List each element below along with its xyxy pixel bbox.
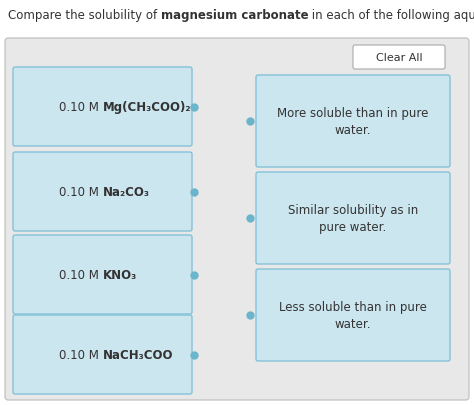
Text: 0.10 M: 0.10 M [59, 348, 102, 361]
Text: 0.10 M: 0.10 M [59, 269, 102, 281]
Text: Compare the solubility of: Compare the solubility of [8, 9, 161, 22]
FancyBboxPatch shape [13, 235, 192, 314]
FancyBboxPatch shape [256, 269, 450, 361]
Text: Less soluble than in pure
water.: Less soluble than in pure water. [279, 300, 427, 330]
Text: NaCH₃COO: NaCH₃COO [102, 348, 173, 361]
FancyBboxPatch shape [13, 315, 192, 394]
Text: in each of the following aqueous solutions:: in each of the following aqueous solutio… [309, 9, 474, 22]
Text: More soluble than in pure
water.: More soluble than in pure water. [277, 107, 428, 136]
FancyBboxPatch shape [256, 173, 450, 264]
Text: magnesium carbonate: magnesium carbonate [161, 9, 309, 22]
Text: Similar solubility as in
pure water.: Similar solubility as in pure water. [288, 203, 418, 233]
Text: 0.10 M: 0.10 M [59, 185, 102, 198]
Text: Na₂CO₃: Na₂CO₃ [102, 185, 149, 198]
Text: 0.10 M: 0.10 M [59, 101, 102, 114]
Text: Clear All: Clear All [376, 53, 422, 63]
Text: KNO₃: KNO₃ [102, 269, 137, 281]
FancyBboxPatch shape [353, 46, 445, 70]
FancyBboxPatch shape [5, 39, 469, 400]
FancyBboxPatch shape [256, 76, 450, 168]
FancyBboxPatch shape [13, 153, 192, 231]
FancyBboxPatch shape [13, 68, 192, 147]
Text: Mg(CH₃COO)₂: Mg(CH₃COO)₂ [102, 101, 191, 114]
